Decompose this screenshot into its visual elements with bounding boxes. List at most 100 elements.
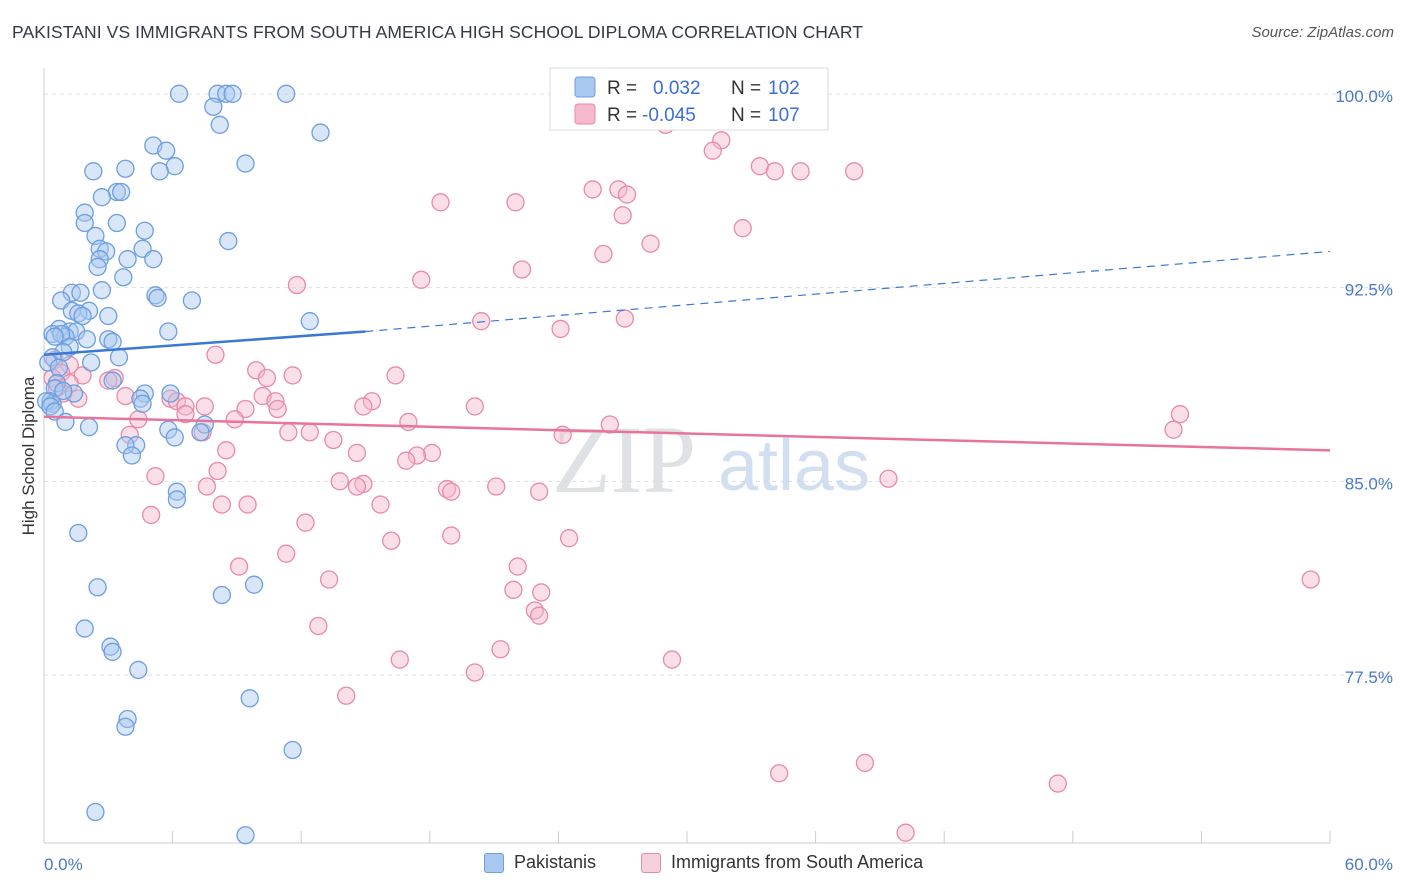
blue-point bbox=[127, 436, 146, 455]
pink-point bbox=[532, 583, 551, 602]
pink-point bbox=[225, 410, 244, 429]
pink-point bbox=[553, 425, 572, 444]
blue-point bbox=[204, 97, 223, 116]
pink-point bbox=[212, 495, 232, 514]
blue-point bbox=[150, 162, 169, 181]
legend-frame bbox=[549, 67, 829, 131]
blue-point bbox=[159, 322, 178, 341]
watermark: ZIP atlas bbox=[552, 406, 870, 513]
pink-point bbox=[399, 412, 418, 432]
pink-point bbox=[279, 423, 298, 442]
y-tick-labels: 77.5% 85.0% 92.5% 100.0% bbox=[1335, 87, 1393, 687]
legend-n-label-2: N = bbox=[731, 105, 761, 126]
y-tick-label: 77.5% bbox=[1345, 668, 1393, 687]
x-tick-label-max: 60.0% bbox=[1345, 855, 1393, 874]
blue-point bbox=[300, 312, 319, 331]
pink-point bbox=[641, 234, 660, 253]
pink-point bbox=[412, 270, 431, 289]
pink-point bbox=[551, 319, 570, 339]
blue-point bbox=[84, 162, 103, 181]
blue-point bbox=[79, 417, 99, 437]
blue-point bbox=[75, 213, 94, 233]
y-tick-label: 92.5% bbox=[1345, 281, 1393, 300]
blue-point bbox=[45, 327, 64, 346]
pink-point bbox=[422, 443, 442, 463]
pink-point bbox=[442, 482, 461, 501]
bottom-legend-pakistanis[interactable]: Pakistanis bbox=[484, 852, 596, 873]
blue-point bbox=[116, 436, 135, 455]
blue-point bbox=[283, 740, 302, 760]
blue-point bbox=[92, 281, 112, 300]
pink-point bbox=[431, 193, 450, 212]
pink-point bbox=[529, 606, 549, 625]
blue-point bbox=[135, 221, 154, 240]
blue-point bbox=[116, 159, 135, 178]
blue-point bbox=[157, 141, 176, 160]
pink-point bbox=[1301, 570, 1320, 589]
pink-point bbox=[504, 580, 523, 599]
blue-point bbox=[82, 353, 101, 372]
pink-point bbox=[195, 397, 214, 416]
pink-point bbox=[600, 415, 619, 434]
pakistanis-label: Pakistanis bbox=[514, 852, 597, 872]
pink-trend-line bbox=[43, 415, 1331, 452]
blue-point bbox=[77, 330, 97, 349]
bottom-legend-immigrants[interactable]: Immigrants from South America bbox=[641, 852, 923, 873]
pink-point bbox=[617, 185, 637, 204]
pink-point bbox=[99, 371, 118, 390]
legend-r-label-1: R = bbox=[607, 78, 637, 99]
pink-point bbox=[319, 570, 339, 589]
pink-point bbox=[733, 219, 752, 238]
blue-point bbox=[212, 585, 232, 605]
pink-point bbox=[300, 423, 319, 442]
blue-point bbox=[69, 523, 88, 543]
pink-point bbox=[277, 544, 296, 563]
blue-point bbox=[165, 428, 184, 447]
pink-point bbox=[397, 451, 416, 470]
pink-point bbox=[506, 193, 525, 212]
y-tick-label: 85.0% bbox=[1345, 474, 1393, 493]
trend-lines bbox=[43, 250, 1331, 452]
pink-point bbox=[472, 312, 491, 331]
blue-trend-line bbox=[43, 330, 366, 356]
pink-point bbox=[283, 366, 302, 385]
pink-point bbox=[465, 663, 484, 682]
immigrants-swatch bbox=[641, 852, 661, 873]
pink-point bbox=[487, 477, 506, 496]
pink-point bbox=[770, 764, 789, 783]
blue-point bbox=[311, 123, 330, 142]
pink-point bbox=[268, 399, 287, 419]
blue-point bbox=[71, 283, 90, 302]
pink-point bbox=[330, 472, 349, 491]
pink-point bbox=[594, 244, 613, 264]
blue-point bbox=[167, 490, 187, 509]
blue-point bbox=[118, 250, 137, 269]
pakistanis-swatch bbox=[484, 852, 504, 873]
x-tick-label-min: 0.0% bbox=[44, 855, 83, 874]
pink-point bbox=[703, 141, 722, 160]
pink-point bbox=[146, 467, 165, 486]
pink-point bbox=[855, 753, 875, 773]
legend-r-value-2: -0.045 bbox=[642, 105, 696, 126]
pink-point bbox=[465, 397, 484, 416]
pink-point bbox=[287, 275, 307, 295]
pink-point bbox=[206, 345, 225, 364]
blue-point bbox=[182, 291, 202, 310]
blue-point bbox=[116, 717, 135, 736]
pink-point bbox=[765, 162, 785, 181]
pink-point bbox=[491, 640, 510, 659]
pink-point bbox=[309, 616, 328, 636]
pink-point bbox=[208, 461, 227, 481]
blue-point bbox=[244, 575, 264, 594]
watermark-atlas: atlas bbox=[718, 426, 870, 506]
legend-n-value-1: 102 bbox=[768, 78, 800, 99]
pink-point bbox=[613, 206, 632, 225]
pink-point bbox=[512, 260, 532, 279]
blue-point bbox=[49, 358, 69, 377]
blue-point bbox=[219, 231, 238, 251]
pink-point bbox=[529, 482, 549, 501]
blue-point bbox=[64, 384, 84, 403]
blue-point bbox=[92, 188, 112, 207]
chart-title: PAKISTANI VS IMMIGRANTS FROM SOUTH AMERI… bbox=[12, 22, 864, 42]
blue-point bbox=[88, 257, 107, 277]
